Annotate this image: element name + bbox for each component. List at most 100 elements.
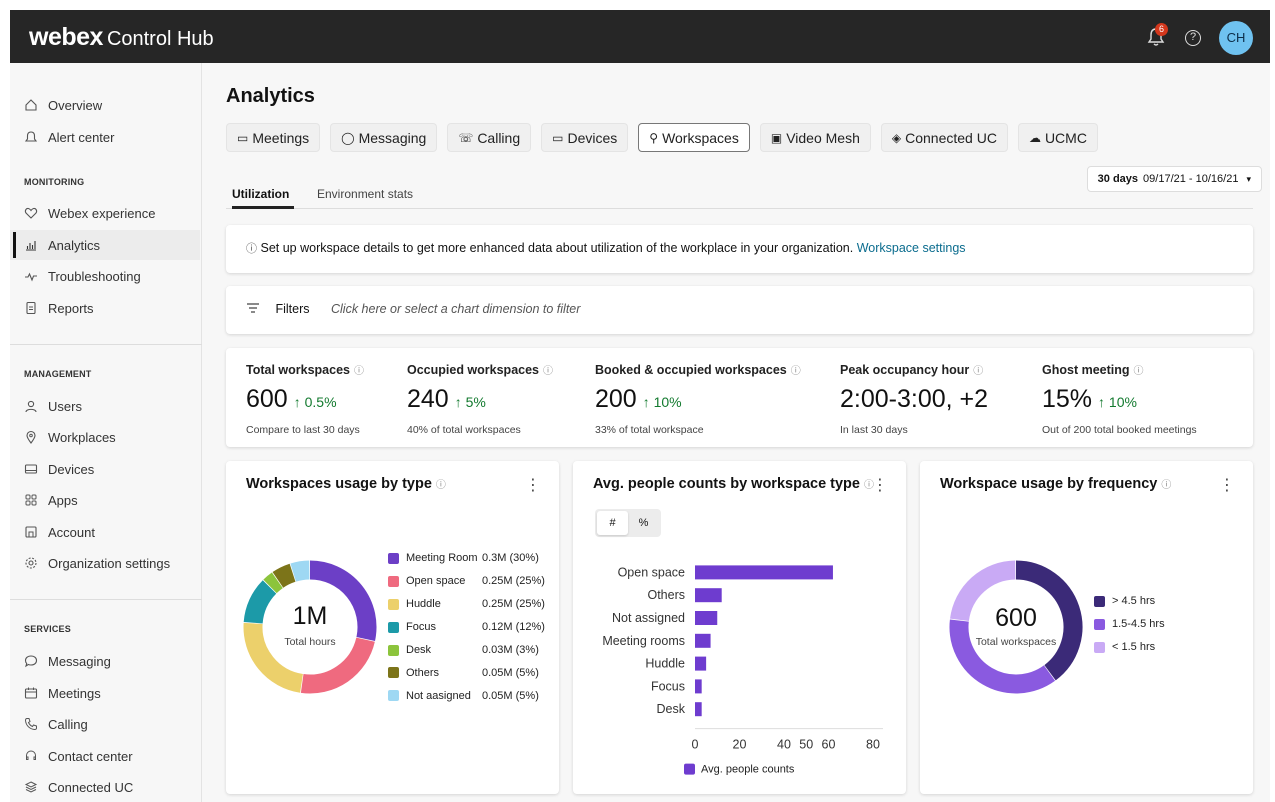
donut-slice-meeting-room[interactable] (309, 560, 377, 642)
sidebar-item-webex-experience[interactable]: Webex experience (10, 198, 200, 228)
avatar[interactable]: CH (1219, 21, 1253, 55)
kpi-title: Total workspaces ⓘ (246, 362, 364, 377)
sidebar-item-account[interactable]: Account (10, 517, 200, 547)
analytics-icon (24, 238, 38, 252)
tab-ucmc[interactable]: ☁ UCMC (1017, 123, 1098, 152)
sidebar-item-calling[interactable]: Calling (10, 709, 200, 739)
bar[interactable] (695, 611, 718, 625)
subtab-environment-stats[interactable]: Environment stats (317, 187, 414, 201)
legend-item[interactable]: Open space 0.25M (25%) (388, 570, 545, 593)
sidebar-item-contact-center[interactable]: Contact center (10, 741, 200, 771)
chart-usage-by-frequency[interactable]: Workspace usage by frequency ⓘ ⋮ 600 Tota… (920, 461, 1253, 794)
bar[interactable] (695, 702, 702, 717)
sidebar-item-users[interactable]: Users (10, 391, 200, 421)
legend-item[interactable]: < 1.5 hrs (1094, 636, 1165, 659)
info-icon[interactable]: ⓘ (973, 366, 984, 377)
info-icon[interactable]: ⓘ (353, 366, 364, 377)
legend-item[interactable]: Others 0.05M (5%) (388, 661, 545, 684)
chart-avg-people-counts[interactable]: Avg. people counts by workspace type ⓘ ⋮ … (573, 461, 906, 794)
kpi-value-row: 2:00-3:00, +2 (840, 385, 988, 414)
date-range-select[interactable]: 30 days 09/17/21 - 10/16/21 ▾ (1086, 166, 1262, 192)
kpi-title-text: Ghost meeting (1042, 363, 1130, 377)
sidebar-item-organization-settings[interactable]: Organization settings (10, 548, 200, 578)
chevron-down-icon: ▾ (1246, 173, 1251, 184)
legend-item[interactable]: 1.5-4.5 hrs (1094, 613, 1165, 636)
sidebar-item-reports[interactable]: Reports (10, 293, 200, 323)
sidebar-item-label: Troubleshooting (48, 268, 141, 284)
legend-item[interactable]: Not aasigned 0.05M (5%) (388, 684, 545, 707)
bar[interactable] (695, 679, 702, 694)
kpi-value-row: 240 ↑ 5% (407, 385, 553, 414)
tab-meetings[interactable]: ▭ Meetings (226, 123, 321, 152)
donut-chart[interactable]: 600 Total workspaces (920, 461, 1253, 794)
tab-workspaces[interactable]: ⚲ Workspaces (638, 123, 750, 152)
donut-slice-open-space[interactable] (300, 637, 375, 694)
more-options-icon[interactable]: ⋮ (872, 477, 888, 494)
sidebar-item-overview[interactable]: Overview (10, 90, 200, 120)
chart-title: Workspace usage by frequency ⓘ (940, 476, 1171, 492)
legend-item[interactable]: Desk 0.03M (3%) (388, 639, 545, 662)
sidebar-item-label: Overview (48, 97, 103, 113)
donut-chart[interactable]: 1M Total hours (226, 461, 559, 794)
tab-devices[interactable]: ▭ Devices (541, 123, 629, 152)
sidebar-item-devices[interactable]: Devices (10, 454, 200, 484)
info-icon[interactable]: ⓘ (435, 480, 446, 491)
sidebar-item-meetings[interactable]: Meetings (10, 678, 200, 708)
bar[interactable] (695, 565, 833, 580)
donut-slice-others[interactable] (272, 563, 296, 588)
bar[interactable] (695, 588, 722, 603)
sidebar-item-messaging[interactable]: Messaging (10, 646, 200, 676)
section-services: SERVICES (24, 624, 71, 634)
active-subtab-indicator (232, 206, 294, 209)
sidebar-item-troubleshooting[interactable]: Troubleshooting (10, 261, 200, 291)
tab-calling[interactable]: ☏ Calling (447, 123, 532, 152)
toggle-percent[interactable]: % (638, 517, 649, 529)
bar[interactable] (695, 656, 707, 671)
sidebar-item-apps[interactable]: Apps (10, 485, 200, 515)
donut-slice-1-5-4-5-hrs[interactable] (949, 619, 1056, 694)
toggle-count[interactable]: # (597, 511, 628, 535)
legend-item[interactable]: Meeting Room 0.3M (30%) (388, 547, 545, 570)
kpi-change: ↑ 10% (642, 394, 682, 410)
more-options-icon[interactable]: ⋮ (1219, 477, 1235, 494)
x-tick-label: 40 (777, 738, 791, 752)
sidebar-divider (10, 344, 202, 345)
sidebar-item-connected-uc[interactable]: Connected UC (10, 772, 200, 802)
workspace-settings-link[interactable]: Workspace settings (856, 241, 966, 255)
brand[interactable]: webex Control Hub (29, 23, 214, 52)
sidebar-item-analytics[interactable]: Analytics (10, 230, 200, 260)
donut-slice-desk[interactable] (263, 572, 283, 594)
bar[interactable] (695, 633, 711, 648)
donut-slice-huddle[interactable] (243, 622, 304, 693)
more-options-icon[interactable]: ⋮ (525, 477, 541, 494)
info-icon[interactable]: ⓘ (1133, 366, 1144, 377)
help-icon[interactable]: ? (1185, 30, 1201, 46)
sidebar-item-alert-center[interactable]: Alert center (10, 122, 200, 152)
donut-slice-1-5-hrs[interactable] (950, 560, 1016, 622)
tab-video-mesh[interactable]: ▣ Video Mesh (759, 123, 871, 152)
donut-slice-not-aasigned[interactable] (290, 560, 310, 582)
info-icon[interactable]: ⓘ (863, 480, 874, 491)
legend-item[interactable]: > 4.5 hrs (1094, 590, 1165, 613)
legend-label: Huddle (406, 598, 441, 611)
page-title: Analytics (226, 85, 315, 107)
subtab-bar: Utilization Environment stats (226, 179, 1253, 209)
legend-item[interactable]: Focus 0.12M (12%) (388, 616, 545, 639)
kpi-note: In last 30 days (840, 424, 908, 436)
notifications-button[interactable]: 6 (1147, 23, 1168, 49)
kpi-value: 600 (246, 385, 288, 413)
donut-slice-focus[interactable] (243, 580, 277, 624)
sidebar-item-workplaces[interactable]: Workplaces (10, 422, 200, 452)
donut-center-label: Total workspaces (976, 636, 1057, 648)
info-icon[interactable]: ⓘ (543, 366, 554, 377)
info-icon[interactable]: ⓘ (790, 366, 801, 377)
subtab-utilization[interactable]: Utilization (232, 187, 290, 201)
tab-connected-uc[interactable]: ◈ Connected UC (880, 123, 1008, 152)
info-icon[interactable]: ⓘ (1161, 480, 1172, 491)
legend-item[interactable]: Huddle 0.25M (25%) (388, 593, 545, 616)
filters-bar[interactable]: Filters Click here or select a chart dim… (226, 286, 1253, 334)
chart-usage-by-type[interactable]: Workspaces usage by type ⓘ ⋮ 1M Total hou… (226, 461, 559, 794)
tab-messaging[interactable]: ◯ Messaging (330, 123, 438, 152)
donut-slice-4-5-hrs[interactable] (1015, 560, 1083, 681)
bar-chart[interactable]: Open space Others Not assigned Meeting room… (573, 461, 906, 794)
